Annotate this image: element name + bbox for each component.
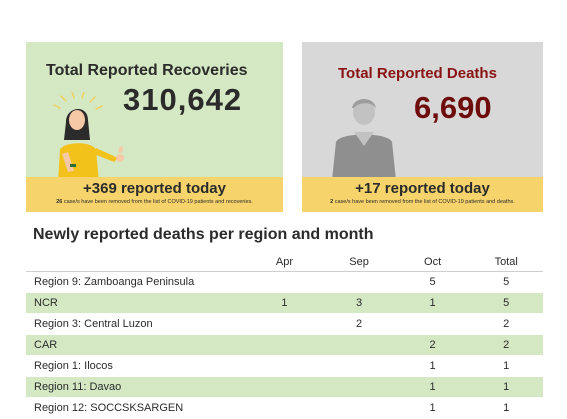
row-region: CAR <box>26 334 247 356</box>
deaths-note-text: case/s have been removed from the list o… <box>333 199 515 205</box>
deaths-today: +17 reported today <box>355 180 490 197</box>
row-region: NCR <box>26 292 247 314</box>
row-oct <box>395 313 470 335</box>
row-oct: 5 <box>395 271 470 293</box>
deaths-note: 2 case/s have been removed from the list… <box>302 199 543 205</box>
recoveries-today: +369 reported today <box>83 180 226 197</box>
row-oct: 2 <box>395 334 470 356</box>
row-oct: 1 <box>395 355 470 377</box>
table-row: Region 1: Ilocos 1 1 <box>26 355 543 377</box>
row-apr <box>246 334 323 356</box>
deaths-today-band: +17 reported today 2 case/s have been re… <box>302 177 543 212</box>
table-row: Region 11: Davao 1 1 <box>26 376 543 398</box>
row-total: 2 <box>469 334 543 356</box>
table-row: CAR 2 2 <box>26 334 543 356</box>
table-row: Region 3: Central Luzon 2 2 <box>26 313 543 335</box>
header-region <box>26 252 247 272</box>
row-oct: 1 <box>395 397 470 419</box>
row-oct: 1 <box>395 376 470 398</box>
row-oct: 1 <box>395 292 470 314</box>
row-total: 5 <box>469 292 543 314</box>
deaths-note-count: 2 <box>330 199 334 205</box>
recoveries-title: Total Reported Recoveries <box>46 62 248 79</box>
header-oct: Oct <box>395 252 470 272</box>
recoveries-card: Total Reported Recoveries 310,642 +369 r… <box>26 42 283 212</box>
row-sep <box>322 271 396 293</box>
section-title: Newly reported deaths per region and mon… <box>33 226 374 243</box>
row-apr <box>246 355 323 377</box>
recoveries-note-text: case/s have been removed from the list o… <box>62 199 253 205</box>
deaths-per-region-table: Apr Sep Oct Total Region 9: Zamboanga Pe… <box>26 252 543 419</box>
table-row: Region 12: SOCCSKSARGEN 1 1 <box>26 397 543 419</box>
row-region: Region 9: Zamboanga Peninsula <box>26 271 247 293</box>
row-apr <box>246 313 323 335</box>
recoveries-total: 310,642 <box>123 82 243 117</box>
row-apr <box>246 271 323 293</box>
row-sep: 2 <box>322 313 396 335</box>
celebrating-woman-icon <box>53 92 124 182</box>
table-header-row: Apr Sep Oct Total <box>26 252 543 272</box>
row-sep <box>322 355 396 377</box>
row-region: Region 1: Ilocos <box>26 355 247 377</box>
table-row: NCR 1 3 1 5 <box>26 292 543 314</box>
header-apr: Apr <box>246 252 323 272</box>
header-sep: Sep <box>322 252 396 272</box>
row-apr <box>246 376 323 398</box>
recoveries-note: 26 case/s have been removed from the lis… <box>26 199 283 205</box>
header-total: Total <box>469 252 543 272</box>
row-apr: 1 <box>246 292 323 314</box>
person-silhouette-icon <box>332 99 396 180</box>
row-sep: 3 <box>322 292 396 314</box>
row-total: 1 <box>469 355 543 377</box>
deaths-total: 6,690 <box>414 90 492 125</box>
row-region: Region 11: Davao <box>26 376 247 398</box>
row-sep <box>322 334 396 356</box>
recoveries-note-count: 26 <box>56 199 63 205</box>
row-region: Region 12: SOCCSKSARGEN <box>26 397 247 419</box>
row-apr <box>246 397 323 419</box>
deaths-title: Total Reported Deaths <box>338 65 497 82</box>
row-total: 1 <box>469 397 543 419</box>
row-total: 1 <box>469 376 543 398</box>
row-total: 2 <box>469 313 543 335</box>
row-sep <box>322 376 396 398</box>
deaths-card: Total Reported Deaths 6,690 +17 reported… <box>302 42 543 212</box>
row-total: 5 <box>469 271 543 293</box>
row-sep <box>322 397 396 419</box>
row-region: Region 3: Central Luzon <box>26 313 247 335</box>
table-row: Region 9: Zamboanga Peninsula 5 5 <box>26 271 543 293</box>
recoveries-today-band: +369 reported today 26 case/s have been … <box>26 177 283 212</box>
